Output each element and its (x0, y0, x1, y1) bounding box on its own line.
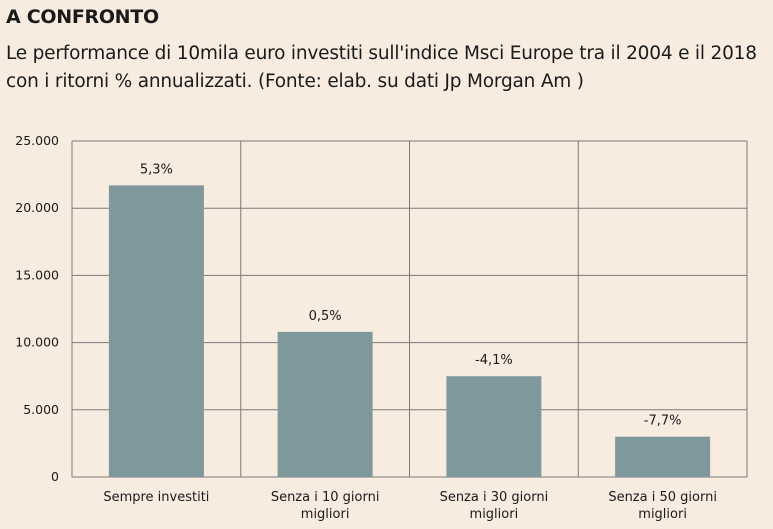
chart-subtitle: Le performance di 10mila euro investiti … (6, 43, 757, 92)
y-tick-label: 0 (51, 469, 59, 484)
category-label: migliori (301, 507, 350, 522)
y-tick-label: 5.000 (23, 402, 59, 417)
bar (615, 436, 711, 477)
category-label: Senza i 30 giorni (440, 490, 549, 505)
data-label: 0,5% (309, 309, 342, 324)
data-label: -7,7% (644, 414, 682, 429)
label-layer: 0 5.000 10.000 15.000 20.000 25.000 5,3% Sempre… (15, 133, 717, 522)
bar (277, 331, 373, 477)
category-label: migliori (470, 507, 519, 522)
data-label: 5,3% (140, 162, 173, 177)
bar (108, 185, 204, 478)
category-label: Sempre investiti (103, 490, 209, 505)
y-tick-label: 25.000 (15, 133, 59, 148)
category-label: Senza i 10 giorni (271, 490, 380, 505)
y-tick-label: 20.000 (15, 200, 59, 215)
bar-layer (108, 185, 711, 478)
data-label: -4,1% (475, 353, 513, 368)
category-label: migliori (638, 507, 687, 522)
y-tick-label: 15.000 (15, 267, 59, 282)
category-label: Senza i 50 giorni (608, 490, 717, 505)
chart-title: A CONFRONTO (6, 6, 159, 28)
bar (446, 376, 542, 477)
y-tick-label: 10.000 (15, 335, 59, 350)
